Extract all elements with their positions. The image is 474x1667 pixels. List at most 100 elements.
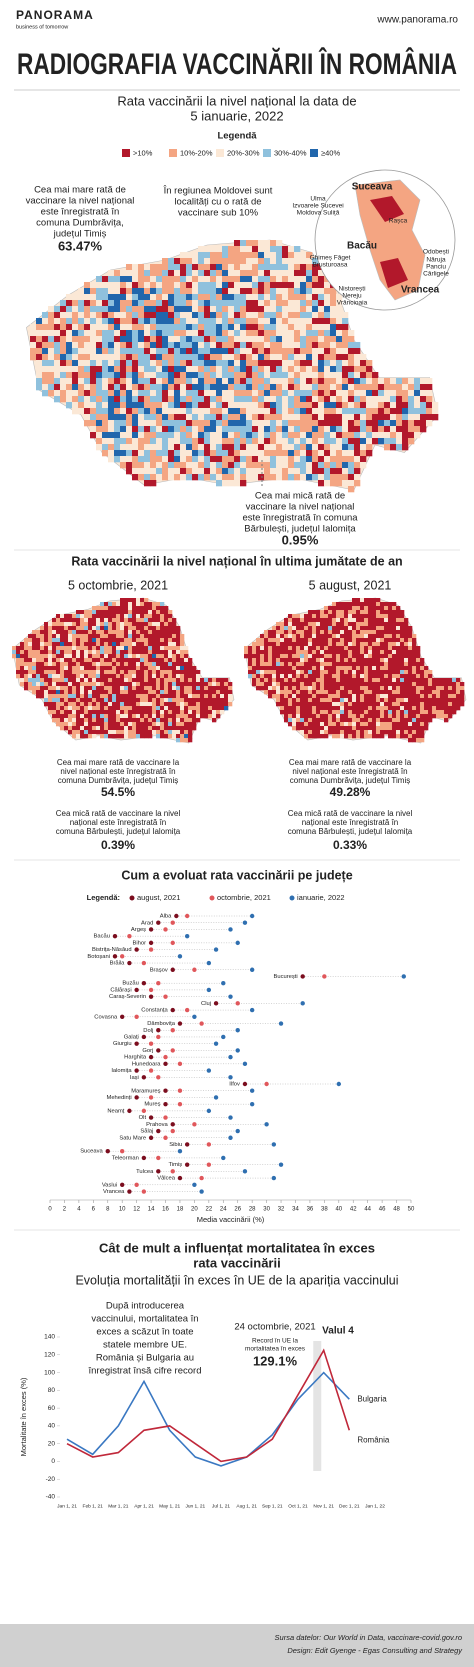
map-cell — [132, 474, 139, 481]
map-cell — [144, 598, 149, 603]
map-cell — [306, 420, 313, 427]
map-cell — [150, 336, 157, 343]
map-cell — [32, 638, 37, 643]
map-cell — [402, 438, 409, 445]
map-cell — [268, 654, 273, 659]
map-cell — [108, 714, 113, 719]
map-cell — [156, 426, 163, 433]
map-cell — [88, 614, 93, 619]
map-cell — [144, 642, 149, 647]
map-cell — [88, 722, 93, 727]
map-cell — [380, 694, 385, 699]
map-cell — [156, 618, 161, 623]
map-cell — [156, 702, 161, 707]
map-cell — [404, 734, 409, 739]
map-cell — [140, 638, 145, 643]
map-cell — [246, 390, 253, 397]
map-cell — [288, 336, 295, 343]
map-cell — [156, 288, 163, 295]
map-cell — [288, 432, 295, 439]
map-cell — [456, 706, 461, 711]
map-cell — [96, 714, 101, 719]
map-cell — [42, 354, 49, 361]
map-cell — [258, 246, 265, 253]
map-cell — [416, 686, 421, 691]
map-cell — [92, 622, 97, 627]
map-cell — [288, 252, 295, 259]
map-cell — [60, 378, 67, 385]
map-cell — [328, 670, 333, 675]
map-cell — [252, 312, 259, 319]
map-cell — [136, 638, 141, 643]
map-cell — [108, 674, 113, 679]
map-cell — [36, 348, 43, 355]
map-cell — [332, 674, 337, 679]
dot — [206, 1162, 212, 1167]
map-cell — [304, 614, 309, 619]
map-cell — [76, 630, 81, 635]
map-cell — [216, 426, 223, 433]
map-cell — [354, 390, 361, 397]
map-cell — [56, 722, 61, 727]
map-cell — [372, 426, 379, 433]
map-cell — [320, 666, 325, 671]
map-cell — [376, 662, 381, 667]
map-cell — [152, 634, 157, 639]
map-cell — [400, 722, 405, 727]
map-cell — [396, 444, 403, 451]
map-cell — [336, 726, 341, 731]
map-cell — [116, 606, 121, 611]
map-cell — [308, 726, 313, 731]
map-cell — [340, 666, 345, 671]
map-cell — [216, 408, 223, 415]
map-cell — [246, 372, 253, 379]
map-cell — [104, 630, 109, 635]
map-cell — [192, 384, 199, 391]
map-cell — [184, 690, 189, 695]
map-cell — [80, 678, 85, 683]
map-cell — [328, 686, 333, 691]
map-cell — [104, 730, 109, 735]
map-cell — [60, 642, 65, 647]
map-cell — [336, 324, 343, 331]
map-cell — [128, 718, 133, 723]
map-cell — [306, 276, 313, 283]
map-cell — [222, 390, 229, 397]
map-cell — [234, 390, 241, 397]
map-cell — [240, 462, 247, 469]
map-cell — [68, 618, 73, 623]
map-cell — [138, 414, 145, 421]
map-cell — [56, 698, 61, 703]
map-cell — [36, 658, 41, 663]
x-tick-label: 28 — [249, 1207, 256, 1213]
map-cell — [168, 662, 173, 667]
map-cell — [396, 662, 401, 667]
map-cell — [276, 318, 283, 325]
map-cell — [40, 686, 45, 691]
map-cell — [172, 734, 177, 739]
map-cell — [364, 618, 369, 623]
map-cell — [198, 414, 205, 421]
map-cell — [306, 354, 313, 361]
map-cell — [210, 360, 217, 367]
map-cell — [360, 390, 367, 397]
map-cell — [66, 360, 73, 367]
map-cell — [308, 670, 313, 675]
map-cell — [424, 698, 429, 703]
map-cell — [222, 378, 229, 385]
map-cell — [366, 420, 373, 427]
map-cell — [272, 630, 277, 635]
map-cell — [324, 710, 329, 715]
map-cell — [176, 722, 181, 727]
map-cell — [188, 686, 193, 691]
map-cell — [162, 396, 169, 403]
map-cell — [120, 674, 125, 679]
map-cell — [360, 610, 365, 615]
map-cell — [156, 366, 163, 373]
map-cell — [282, 282, 289, 289]
map-cell — [168, 360, 175, 367]
map-cell — [306, 408, 313, 415]
map-cell — [160, 726, 165, 731]
map-cell — [384, 384, 391, 391]
map-cell — [420, 690, 425, 695]
